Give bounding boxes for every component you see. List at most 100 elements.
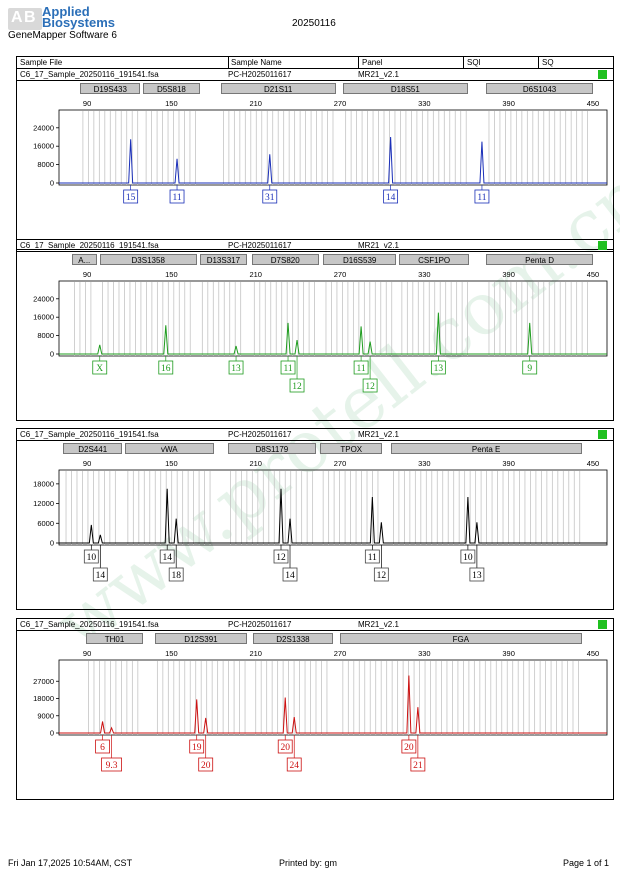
- allele-call-label: 11: [368, 553, 377, 563]
- y-tick-label: 0: [50, 350, 54, 359]
- allele-call-box: [158, 360, 174, 375]
- allele-call-label: 24: [289, 761, 299, 771]
- x-tick-label: 330: [418, 270, 431, 279]
- allele-call-label: X: [96, 364, 103, 374]
- allele-call-box: [286, 757, 302, 772]
- allele-call-box: [282, 567, 298, 582]
- col-sample-name: Sample Name: [231, 58, 282, 67]
- panel-name: MR21_v2.1: [358, 620, 399, 629]
- allele-call-label: 11: [172, 193, 181, 203]
- x-tick-label: 330: [418, 459, 431, 468]
- allele-call-label: 13: [231, 364, 241, 374]
- locus-d19s433: D19S433: [80, 83, 141, 94]
- allele-call-box: [198, 757, 214, 772]
- allele-call-label: 14: [162, 553, 172, 563]
- y-tick-label: 16000: [33, 142, 54, 151]
- allele-call-label: 9.3: [106, 761, 118, 771]
- allele-call-box: [522, 360, 538, 375]
- report-date: 20250116: [292, 18, 336, 29]
- allele-call-label: 19: [192, 743, 202, 753]
- sample-file: C6_17_Sample_20250116_191541.fsa: [20, 430, 159, 439]
- brand-line2: Biosystems: [42, 15, 115, 30]
- allele-call-label: 20: [280, 743, 290, 753]
- y-tick-label: 24000: [33, 123, 54, 132]
- sample-name: PC-H2025011617: [228, 430, 292, 439]
- allele-call-label: 6: [100, 743, 105, 753]
- sample-file: C6_17_Sample_20250116_191541.fsa: [20, 241, 159, 250]
- allele-call-box: [362, 378, 378, 393]
- panel-title-row: C6_17_Sample_20250116_191541.fsa PC-H2025…: [17, 429, 613, 441]
- sample-name: PC-H2025011617: [228, 70, 292, 79]
- plot-frame: [58, 280, 608, 357]
- y-tick-label: 16000: [33, 313, 54, 322]
- col-sample-file: Sample File: [20, 58, 63, 67]
- y-tick-label: 0: [50, 539, 54, 548]
- footer-printed-by: Printed by: gm: [279, 858, 338, 868]
- allele-call-label: 12: [276, 553, 286, 563]
- x-tick-label: 270: [334, 99, 347, 108]
- allele-call-box: [364, 549, 380, 564]
- y-tick-label: 8000: [37, 331, 54, 340]
- x-tick-label: 150: [165, 459, 178, 468]
- allele-call-box: [101, 757, 122, 772]
- y-tick-label: 12000: [33, 499, 54, 508]
- trace-line: [59, 675, 607, 734]
- allele-call-box: [383, 189, 399, 204]
- locus-vwa: vWA: [125, 443, 214, 454]
- y-tick-label: 18000: [33, 479, 54, 488]
- allele-call-label: 14: [96, 571, 106, 581]
- electropherogram-plot: 90 150 210 270 330 390 450 0 9000 18000 27000 69.3 1…: [33, 649, 608, 772]
- allele-call-label: 12: [365, 382, 375, 392]
- allele-call-box: [277, 739, 293, 754]
- locus-a: A...: [71, 254, 97, 265]
- locus-d12s391: D12S391: [154, 633, 248, 644]
- allele-call-label: 14: [386, 193, 396, 203]
- footer-timestamp: Fri Jan 17,2025 10:54AM, CST: [8, 858, 133, 868]
- allele-call-label: 10: [87, 553, 97, 563]
- y-tick-label: 27000: [33, 677, 54, 686]
- allele-call-label: 31: [265, 193, 275, 203]
- allele-call-box: [92, 567, 108, 582]
- panel-title-row: C6_17_Sample_20250116_191541.fsa PC-H2025…: [17, 240, 613, 252]
- y-tick-label: 0: [50, 729, 54, 738]
- panel-name: MR21_v2.1: [358, 241, 399, 250]
- sample-file: C6_17_Sample_20250116_191541.fsa: [20, 70, 159, 79]
- trace-line: [59, 488, 607, 544]
- allele-call-box: [83, 549, 99, 564]
- x-tick-label: 90: [83, 270, 91, 279]
- locus-d8s1179: D8S1179: [227, 443, 317, 454]
- x-tick-label: 150: [165, 649, 178, 658]
- sample-file: C6_17_Sample_20250116_191541.fsa: [20, 620, 159, 629]
- electropherogram-plot: 90 150 210 270 330 390 450 0 8000 16000 24000 15 11 3…: [33, 99, 608, 204]
- x-tick-label: 210: [249, 99, 262, 108]
- allele-call-label: 21: [413, 761, 423, 771]
- allele-call-label: 18: [171, 571, 181, 581]
- locus-pentae: Penta E: [390, 443, 582, 454]
- sizing-quality-indicator: [598, 430, 607, 439]
- locus-d7s820: D7S820: [251, 254, 319, 265]
- x-tick-label: 390: [502, 459, 515, 468]
- electropherogram-panel: C6_17_Sample_20250116_191541.fsa PC-H2025…: [16, 618, 614, 800]
- allele-call-label: 11: [477, 193, 486, 203]
- locus-fga: FGA: [340, 633, 582, 644]
- plot-frame: [58, 659, 608, 736]
- sizing-quality-indicator: [598, 241, 607, 250]
- allele-call-label: 10: [463, 553, 473, 563]
- allele-call-box: [262, 189, 278, 204]
- software-name: GeneMapper Software 6: [8, 30, 117, 41]
- allele-call-box: [189, 739, 205, 754]
- y-tick-label: 0: [50, 179, 54, 188]
- x-tick-label: 210: [249, 649, 262, 658]
- x-tick-label: 270: [334, 459, 347, 468]
- locus-d5s818: D5S818: [143, 83, 200, 94]
- x-tick-label: 330: [418, 99, 431, 108]
- panel-name: MR21_v2.1: [358, 430, 399, 439]
- sizing-quality-indicator: [598, 70, 607, 79]
- locus-tpox: TPOX: [320, 443, 383, 454]
- electropherogram-panel: C6_17_Sample_20250116_191541.fsa PC-H2025…: [16, 239, 614, 421]
- panel-title-row: C6_17_Sample_20250116_191541.fsa PC-H2025…: [17, 69, 613, 81]
- x-tick-label: 450: [587, 270, 600, 279]
- sample-name: PC-H2025011617: [228, 620, 292, 629]
- sample-name: PC-H2025011617: [228, 241, 292, 250]
- allele-call-box: [353, 360, 369, 375]
